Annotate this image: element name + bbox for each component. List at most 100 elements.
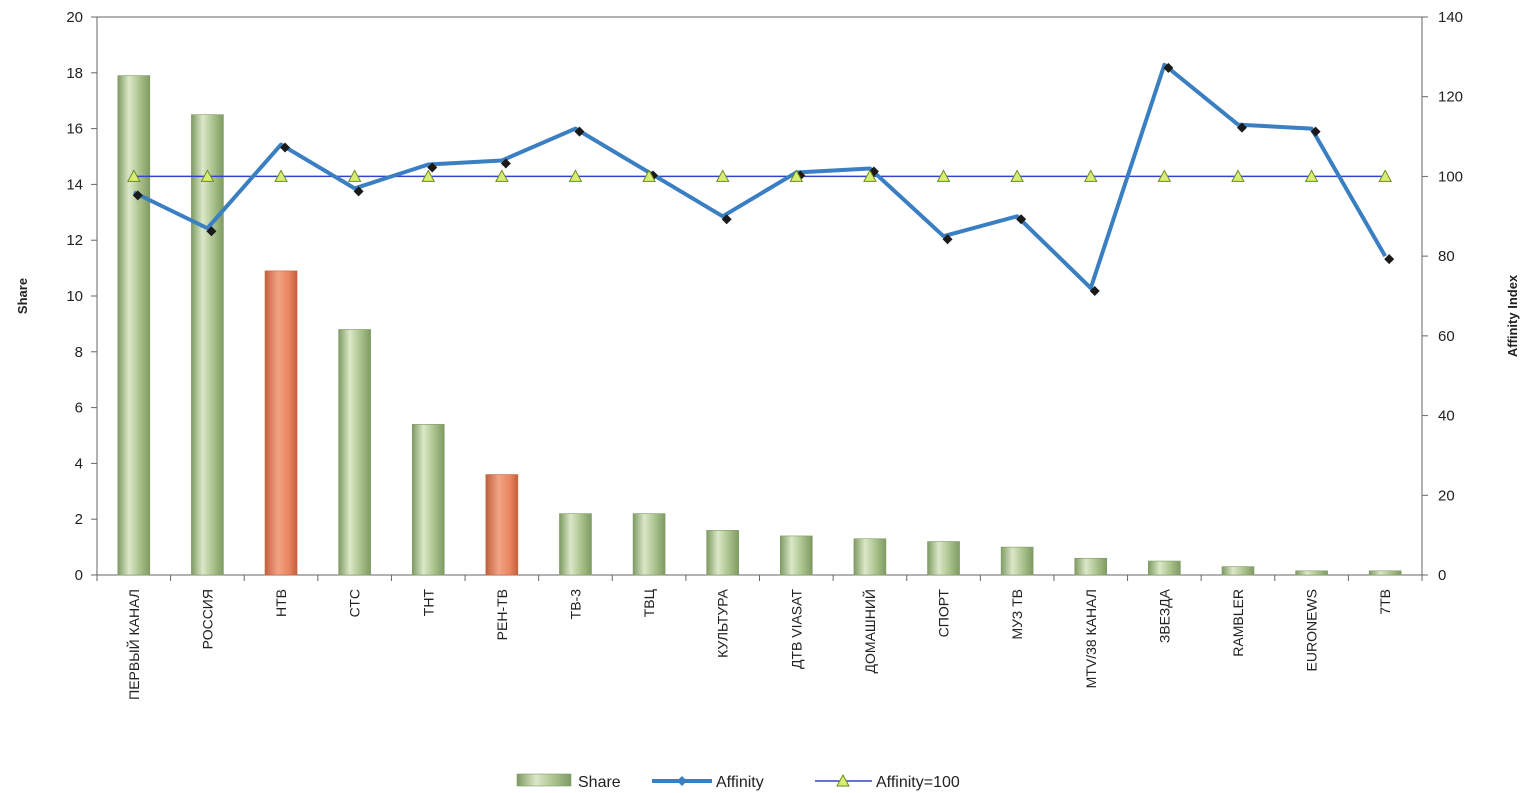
category-label: RAMBLER: [1230, 589, 1246, 657]
y-tick-label: 18: [66, 65, 83, 82]
y-tick-label: 16: [66, 121, 83, 138]
y2-tick-label: 60: [1438, 328, 1455, 345]
category-label: КУЛЬТУРА: [715, 588, 731, 658]
y-tick-label: 14: [66, 176, 83, 193]
category-label: НТВ: [273, 589, 289, 617]
share-bar: [191, 114, 224, 576]
affinity-point: [1089, 286, 1100, 297]
share-bar: [706, 530, 739, 576]
category-label: СПОРТ: [936, 589, 952, 638]
y-tick-label: 6: [75, 400, 83, 417]
affinity-point: [1310, 126, 1321, 137]
share-bar: [632, 513, 666, 576]
share-bar: [485, 474, 519, 576]
share-bar: [1148, 560, 1181, 576]
category-label: РОССИЯ: [199, 589, 215, 649]
affinity-100-point: [1231, 169, 1245, 182]
y2-tick-label: 120: [1438, 89, 1463, 106]
category-labels: ПЕРВЫЙ КАНАЛ РОССИЯ НТВ СТС ТНТ РЕН-ТВ ТВ-3 ТВЦ…: [125, 588, 1393, 700]
affinity-100-point: [863, 169, 877, 182]
legend-affinity100-label: Affinity=100: [876, 774, 960, 791]
y-axis-title: Share: [15, 278, 30, 314]
y-tick-label: 10: [66, 288, 83, 305]
category-label: МТV/38 КАНАЛ: [1083, 589, 1099, 688]
category-label: ТВ-3: [567, 589, 583, 620]
legend-affinity-marker: [677, 776, 687, 786]
share-bar: [1221, 566, 1255, 576]
affinity-100-point: [495, 169, 509, 182]
y-tick-label: 0: [75, 567, 83, 584]
legend: Share Affinity Affinity=100: [516, 773, 960, 791]
affinity-lines: [126, 62, 1395, 297]
affinity-100-point: [715, 169, 730, 182]
legend-affinity-label: Affinity: [716, 774, 764, 791]
affinity-100-point: [1304, 169, 1319, 182]
y-tick-label: 4: [75, 455, 83, 472]
category-label: ТНТ: [420, 589, 436, 617]
legend-affinity100-marker: [836, 773, 850, 787]
category-label: 7ТВ: [1377, 589, 1393, 615]
share-bar: [338, 329, 371, 576]
share-bar: [927, 541, 960, 576]
axes: 0 2 4 6 8 10 12 14 16 18 20 0 20 40 60 80 100 120 140 Share…: [15, 9, 1520, 584]
affinity-100-point: [1083, 169, 1098, 182]
y2-tick-label: 0: [1438, 567, 1446, 584]
category-label: EURONEWS: [1304, 589, 1320, 671]
affinity-point: [721, 214, 732, 225]
y-tick-label: 2: [75, 511, 83, 528]
affinity-point: [427, 162, 438, 173]
y2-tick-label: 40: [1438, 408, 1455, 425]
category-label: ТВЦ: [641, 588, 657, 617]
affinity-100-point: [274, 169, 288, 182]
y2-tick-label: 20: [1438, 487, 1455, 504]
affinity-100-point: [642, 169, 656, 182]
legend-share-swatch: [516, 773, 572, 787]
category-label: ЗВЕЗДА: [1156, 588, 1172, 643]
category-label: СТС: [347, 589, 363, 617]
category-label: ПЕРВЫЙ КАНАЛ: [125, 589, 142, 700]
affinity-point: [1384, 254, 1395, 265]
affinity-point: [1236, 122, 1247, 133]
affinity-line: [132, 62, 1387, 291]
category-label: ДТВ VIASAT: [788, 589, 804, 669]
y-tick-label: 12: [66, 232, 83, 249]
share-bar: [559, 513, 592, 576]
affinity-point: [1016, 214, 1027, 225]
share-bar: [117, 75, 151, 576]
y2-tick-label: 140: [1438, 9, 1463, 26]
category-label: РЕН-ТВ: [494, 589, 510, 640]
affinity-point: [206, 226, 217, 237]
affinity-100-point: [936, 169, 951, 182]
affinity-100-point: [1157, 169, 1172, 182]
affinity-100-point: [568, 169, 583, 182]
share-bar: [264, 270, 298, 576]
y-tick-label: 20: [66, 9, 83, 26]
y-tick-label: 8: [75, 344, 83, 361]
affinity-100-point: [421, 169, 436, 182]
affinity-100-point: [200, 169, 215, 182]
legend-share-label: Share: [578, 774, 621, 791]
share-bar: [1295, 570, 1328, 576]
share-bar: [1000, 546, 1034, 576]
affinity-point: [1163, 62, 1174, 73]
share-bar: [411, 424, 445, 576]
affinity-point: [500, 158, 511, 169]
affinity-point: [353, 186, 364, 197]
share-bars: [117, 75, 1402, 576]
category-label: МУЗ ТВ: [1009, 589, 1025, 639]
affinity-100-point: [1378, 169, 1393, 182]
share-bar: [1368, 570, 1402, 576]
affinity-point: [280, 142, 291, 153]
share-bar: [853, 538, 887, 576]
affinity-100-point: [1010, 169, 1024, 182]
affinity-point: [132, 190, 143, 201]
y2-axis-title: Affinity Index: [1505, 274, 1520, 357]
y2-tick-label: 100: [1438, 168, 1463, 185]
share-bar: [1074, 557, 1108, 576]
affinity-point: [574, 126, 585, 137]
y2-tick-label: 80: [1438, 248, 1455, 265]
share-bar: [780, 535, 813, 576]
category-label: ДОМАШНИЙ: [861, 589, 878, 673]
affinity-100-point: [347, 169, 362, 182]
